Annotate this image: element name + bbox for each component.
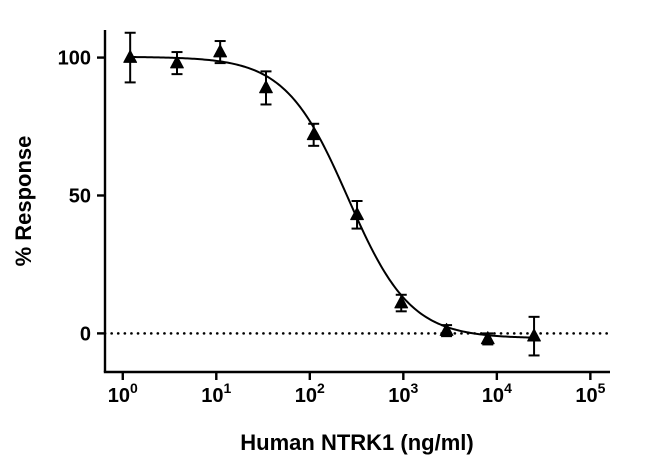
svg-text:0: 0	[80, 323, 91, 345]
svg-text:100: 100	[58, 48, 91, 70]
y-axis-label: % Response	[11, 135, 36, 267]
x-axis-label: Human NTRK1 (ng/ml)	[240, 430, 474, 455]
svg-text:102: 102	[295, 380, 325, 407]
svg-text:100: 100	[108, 380, 138, 407]
svg-text:103: 103	[388, 380, 418, 407]
svg-text:104: 104	[482, 380, 512, 407]
svg-text:105: 105	[575, 380, 605, 407]
svg-text:101: 101	[201, 380, 231, 407]
svg-text:50: 50	[69, 185, 91, 207]
